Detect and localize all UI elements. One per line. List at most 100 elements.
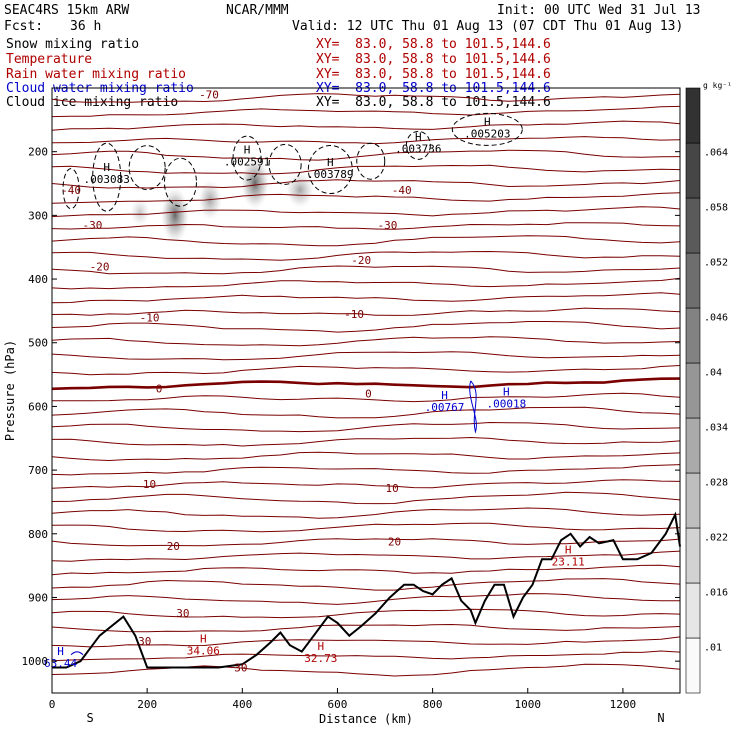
temperature-label: -10 <box>344 308 364 321</box>
y-tick-label: 400 <box>28 273 48 286</box>
temperature-label: -20 <box>90 260 110 273</box>
y-tick-label: 700 <box>28 464 48 477</box>
maximum-marker: H <box>103 161 110 174</box>
maximum-value: .003789 <box>307 168 353 181</box>
x-tick-label: 1200 <box>610 698 637 711</box>
maximum-marker: H <box>415 131 422 144</box>
isotherm-line <box>51 235 681 247</box>
maximum-marker: H <box>57 645 64 658</box>
isotherm-line <box>51 623 681 633</box>
field-xy-temperature: XY= 83.0, 58.8 to 101.5,144.6 <box>316 52 551 67</box>
field-name-temperature: Temperature <box>6 52 93 67</box>
temperature-label: 10 <box>386 482 399 495</box>
isotherm-line <box>51 522 681 533</box>
colorbar-label: .058 <box>704 202 728 213</box>
maximum-marker: H <box>200 632 207 645</box>
maximum-marker: H <box>327 156 334 169</box>
colorbar-segment <box>685 582 701 639</box>
isotherm-line <box>51 120 681 131</box>
isotherm-line <box>51 436 681 447</box>
isotherm-line <box>51 650 681 662</box>
colorbar-segment <box>685 472 701 529</box>
header-model: SEAC4RS 15km ARW <box>4 3 130 18</box>
isotherm-line <box>51 406 681 419</box>
plot-frame <box>51 87 681 694</box>
colorbar-segment <box>685 87 701 144</box>
colorbar-segment <box>685 252 701 309</box>
isotherm-line <box>51 277 681 290</box>
temperature-label: 30 <box>176 607 189 620</box>
x-end-label-s: S <box>86 711 93 725</box>
field-name-cloud-ice: Cloud ice mixing ratio <box>6 95 179 110</box>
colorbar-label: .028 <box>704 477 728 488</box>
header-fcst-value: 36 h <box>70 19 102 34</box>
header-valid: Valid: 12 UTC Thu 01 Aug 13 (07 CDT Thu … <box>292 19 684 34</box>
header-fcst-label: Fcst: <box>4 19 44 34</box>
isotherm-line <box>51 164 681 175</box>
cloud-water-contour <box>469 380 477 434</box>
x-tick-label: 0 <box>49 698 56 711</box>
contour-labels: -70 -40 -40 -30 -30 -20 -20 -10 -10 0 0 10 10 20 20 30 3… <box>44 88 585 674</box>
isotherm-line <box>51 336 681 347</box>
cloud-ice-contour <box>307 145 353 195</box>
maximum-value: .00767 <box>425 401 465 414</box>
temperature-label: -30 <box>377 219 397 232</box>
isotherm-line <box>51 377 681 391</box>
header-init: Init: 00 UTC Wed 31 Jul 13 <box>497 3 701 18</box>
colorbar-segment <box>685 637 701 694</box>
temperature-label: -10 <box>140 311 160 324</box>
y-tick-label: 900 <box>28 591 48 604</box>
cloud-ice-contour <box>451 112 523 146</box>
isotherm-line <box>51 351 681 361</box>
temperature-label: -20 <box>351 254 371 267</box>
isotherm-line <box>51 93 681 103</box>
x-end-label-n: N <box>657 711 664 725</box>
temperature-label: 10 <box>143 478 156 491</box>
maximum-marker: H <box>565 543 572 556</box>
maximum-value: .003083 <box>84 173 130 186</box>
isotherm-line <box>51 538 681 547</box>
isotherm-line <box>51 507 681 519</box>
field-xy-rain: XY= 83.0, 58.8 to 101.5,144.6 <box>316 67 551 82</box>
temperature-label: -30 <box>83 219 103 232</box>
cloud-ice-contour <box>356 142 386 180</box>
maximum-marker: H <box>484 115 491 128</box>
y-tick-label: 600 <box>28 400 48 413</box>
field-xy-snow: XY= 83.0, 58.8 to 101.5,144.6 <box>316 37 551 52</box>
temperature-label: 30 <box>138 635 151 648</box>
colorbar-label: .052 <box>704 257 728 268</box>
maximum-value: 23.11 <box>552 555 585 568</box>
temperature-label: 20 <box>167 540 180 553</box>
header-center: NCAR/MMM <box>226 3 289 18</box>
isotherm-line <box>51 136 681 145</box>
temperature-isotherms <box>51 93 681 677</box>
cloud-ice-contour <box>232 135 262 181</box>
cloud-ice-contours <box>62 112 523 212</box>
colorbar-segment <box>685 527 701 584</box>
isotherm-line <box>51 149 681 161</box>
maximum-value: .005203 <box>464 127 510 140</box>
temperature-label: -40 <box>392 184 412 197</box>
isotherm-line <box>51 479 681 489</box>
isotherm-line <box>51 206 681 218</box>
isotherm-line <box>51 192 681 204</box>
isotherm-line <box>51 179 681 189</box>
field-name-rain: Rain water mixing ratio <box>6 67 187 82</box>
maximum-marker: H <box>441 389 448 402</box>
y-tick-label: 1000 <box>22 655 49 668</box>
isotherm-line <box>51 550 681 562</box>
cloud-water-contours <box>70 380 477 656</box>
x-tick-label: 400 <box>232 698 252 711</box>
colorbar-label: .034 <box>704 422 728 433</box>
field-name-snow: Snow mixing ratio <box>6 37 140 52</box>
maximum-value: .003736 <box>395 143 441 156</box>
cloud-ice-contour <box>268 143 302 185</box>
isotherm-line <box>51 222 681 230</box>
colorbar-segment <box>685 307 701 364</box>
colorbar-segment <box>685 197 701 254</box>
maximum-value: .00018 <box>486 397 526 410</box>
isotherm-line <box>51 491 681 505</box>
temperature-label: 0 <box>365 388 372 401</box>
